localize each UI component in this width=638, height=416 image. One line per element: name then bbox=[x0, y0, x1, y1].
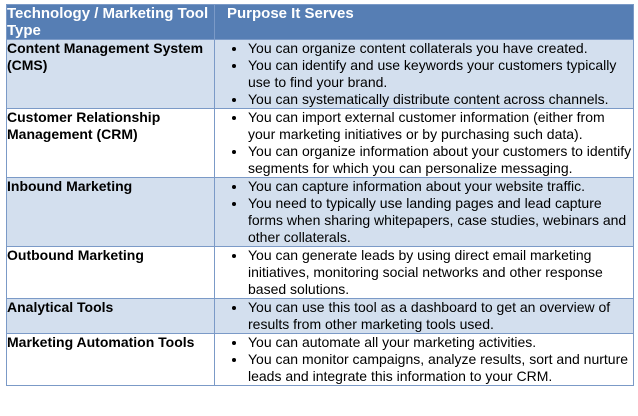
table-row: Inbound Marketing You can capture inform… bbox=[6, 177, 634, 247]
purpose-item: You can identify and use keywords your c… bbox=[247, 57, 633, 91]
purpose-cell: You can organize content collaterals you… bbox=[214, 39, 634, 109]
tool-type-cell: Customer Relationship Management (CRM) bbox=[6, 108, 215, 178]
purpose-cell: You can generate leads by using direct e… bbox=[214, 246, 634, 299]
purpose-item: You can import external customer informa… bbox=[247, 109, 633, 143]
purpose-item: You can organize information about your … bbox=[247, 143, 633, 177]
table-row: Customer Relationship Management (CRM) Y… bbox=[6, 108, 634, 178]
table-row: Outbound Marketing You can generate lead… bbox=[6, 246, 634, 299]
table-row: Analytical Tools You can use this tool a… bbox=[6, 298, 634, 334]
tool-type-cell: Outbound Marketing bbox=[6, 246, 215, 299]
tool-type-cell: Content Management System (CMS) bbox=[6, 39, 215, 109]
purpose-cell: You can use this tool as a dashboard to … bbox=[214, 298, 634, 334]
tool-type-cell: Inbound Marketing bbox=[6, 177, 215, 247]
purpose-item: You can use this tool as a dashboard to … bbox=[247, 299, 633, 333]
purpose-item: You can organize content collaterals you… bbox=[247, 40, 633, 57]
table-row: Marketing Automation Tools You can autom… bbox=[6, 333, 634, 386]
table-header: Technology / Marketing Tool Type Purpose… bbox=[6, 4, 634, 40]
header-row: Technology / Marketing Tool Type Purpose… bbox=[6, 4, 634, 40]
purpose-list: You can capture information about your w… bbox=[215, 178, 633, 246]
column-header-purpose: Purpose It Serves bbox=[214, 4, 634, 40]
purpose-cell: You can import external customer informa… bbox=[214, 108, 634, 178]
table-row: Content Management System (CMS) You can … bbox=[6, 39, 634, 109]
purpose-item: You need to typically use landing pages … bbox=[247, 195, 633, 246]
purpose-item: You can monitor campaigns, analyze resul… bbox=[247, 351, 633, 385]
purpose-item: You can generate leads by using direct e… bbox=[247, 247, 633, 298]
purpose-list: You can organize content collaterals you… bbox=[215, 40, 633, 108]
purpose-list: You can automate all your marketing acti… bbox=[215, 334, 633, 385]
column-header-tool-type: Technology / Marketing Tool Type bbox=[6, 4, 215, 40]
purpose-list: You can use this tool as a dashboard to … bbox=[215, 299, 633, 333]
tools-table: Technology / Marketing Tool Type Purpose… bbox=[6, 4, 634, 386]
purpose-list: You can import external customer informa… bbox=[215, 109, 633, 177]
tool-type-cell: Analytical Tools bbox=[6, 298, 215, 334]
purpose-item: You can automate all your marketing acti… bbox=[247, 334, 633, 351]
purpose-cell: You can automate all your marketing acti… bbox=[214, 333, 634, 386]
purpose-cell: You can capture information about your w… bbox=[214, 177, 634, 247]
table-body: Content Management System (CMS) You can … bbox=[6, 39, 634, 386]
tool-type-cell: Marketing Automation Tools bbox=[6, 333, 215, 386]
purpose-list: You can generate leads by using direct e… bbox=[215, 247, 633, 298]
purpose-item: You can systematically distribute conten… bbox=[247, 91, 633, 108]
purpose-item: You can capture information about your w… bbox=[247, 178, 633, 195]
